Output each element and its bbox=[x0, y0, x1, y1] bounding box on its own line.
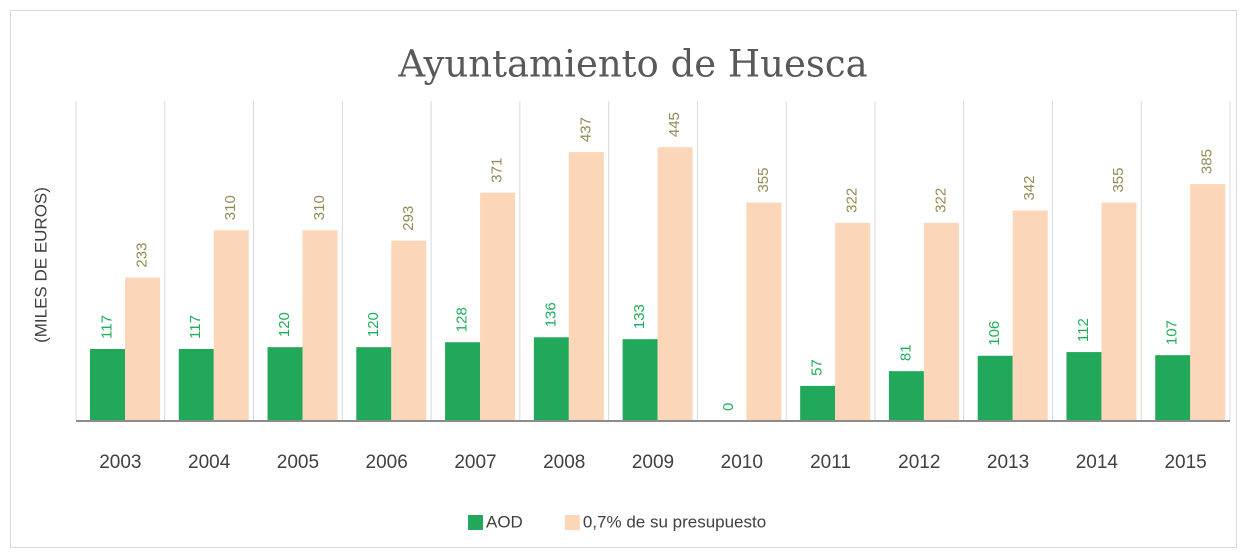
value-label: 106 bbox=[986, 321, 1003, 346]
bar bbox=[533, 337, 569, 421]
bar bbox=[125, 277, 160, 421]
legend-label: AOD bbox=[486, 512, 523, 531]
bar bbox=[1012, 210, 1048, 421]
bar bbox=[1101, 202, 1137, 421]
x-tick-label: 2004 bbox=[188, 452, 231, 473]
value-label: 112 bbox=[1075, 318, 1092, 342]
bar bbox=[1155, 355, 1191, 421]
x-tick-label: 2014 bbox=[1076, 452, 1119, 473]
bar bbox=[977, 355, 1013, 421]
x-tick-label: 2005 bbox=[277, 452, 319, 473]
legend-swatch bbox=[564, 515, 580, 530]
x-tick-label: 2012 bbox=[898, 452, 940, 473]
bar bbox=[800, 385, 836, 421]
chart-title: Ayuntamiento de Huesca bbox=[397, 43, 867, 86]
value-label: 310 bbox=[222, 195, 239, 220]
x-tick-label: 2006 bbox=[366, 452, 408, 473]
bar bbox=[888, 371, 924, 421]
value-label: 107 bbox=[1164, 320, 1181, 345]
value-label: 57 bbox=[809, 359, 826, 376]
bar bbox=[267, 347, 303, 421]
value-label: 293 bbox=[400, 206, 417, 231]
bar bbox=[835, 222, 871, 421]
bar bbox=[746, 202, 782, 421]
bar bbox=[1190, 184, 1226, 421]
value-label: 117 bbox=[98, 315, 115, 339]
x-tick-label: 2013 bbox=[987, 452, 1029, 473]
value-label: 437 bbox=[577, 117, 594, 142]
bar bbox=[923, 222, 959, 421]
value-label: 322 bbox=[844, 188, 861, 213]
bar bbox=[480, 192, 516, 421]
value-label: 136 bbox=[542, 302, 559, 327]
y-axis-label: (MILES DE EUROS) bbox=[31, 187, 50, 343]
bar bbox=[356, 347, 392, 421]
value-label: 133 bbox=[631, 304, 648, 329]
bar bbox=[445, 342, 481, 421]
value-label: 120 bbox=[276, 312, 293, 337]
x-tick-label: 2008 bbox=[543, 452, 585, 473]
bar bbox=[568, 152, 604, 422]
value-label: 371 bbox=[489, 158, 506, 183]
value-label: 355 bbox=[755, 168, 772, 193]
x-tick-label: 2003 bbox=[99, 452, 141, 473]
value-label: 120 bbox=[365, 312, 382, 337]
bar bbox=[1066, 352, 1102, 421]
value-label: 355 bbox=[1110, 168, 1127, 193]
value-label: 0 bbox=[720, 403, 737, 411]
bar bbox=[213, 230, 249, 421]
bar bbox=[622, 339, 658, 421]
bar bbox=[657, 147, 693, 421]
value-label: 342 bbox=[1021, 176, 1038, 201]
x-tick-label: 2015 bbox=[1164, 452, 1206, 473]
bar bbox=[90, 349, 125, 421]
value-label: 385 bbox=[1199, 149, 1216, 174]
legend-swatch bbox=[468, 515, 483, 530]
value-label: 445 bbox=[666, 112, 683, 137]
x-tick-label: 2009 bbox=[632, 452, 674, 473]
x-tick-label: 2010 bbox=[721, 452, 763, 473]
value-label: 128 bbox=[454, 307, 471, 332]
bar bbox=[302, 230, 338, 421]
bar bbox=[178, 349, 214, 421]
value-label: 117 bbox=[187, 315, 204, 339]
x-tick-label: 2007 bbox=[454, 452, 496, 473]
value-label: 310 bbox=[311, 195, 328, 220]
value-label: 233 bbox=[133, 243, 150, 268]
bar bbox=[391, 240, 427, 421]
legend-label: 0,7% de su presupuesto bbox=[583, 512, 766, 531]
value-label: 81 bbox=[897, 344, 914, 361]
value-label: 322 bbox=[932, 188, 949, 213]
x-tick-label: 2011 bbox=[810, 452, 851, 473]
